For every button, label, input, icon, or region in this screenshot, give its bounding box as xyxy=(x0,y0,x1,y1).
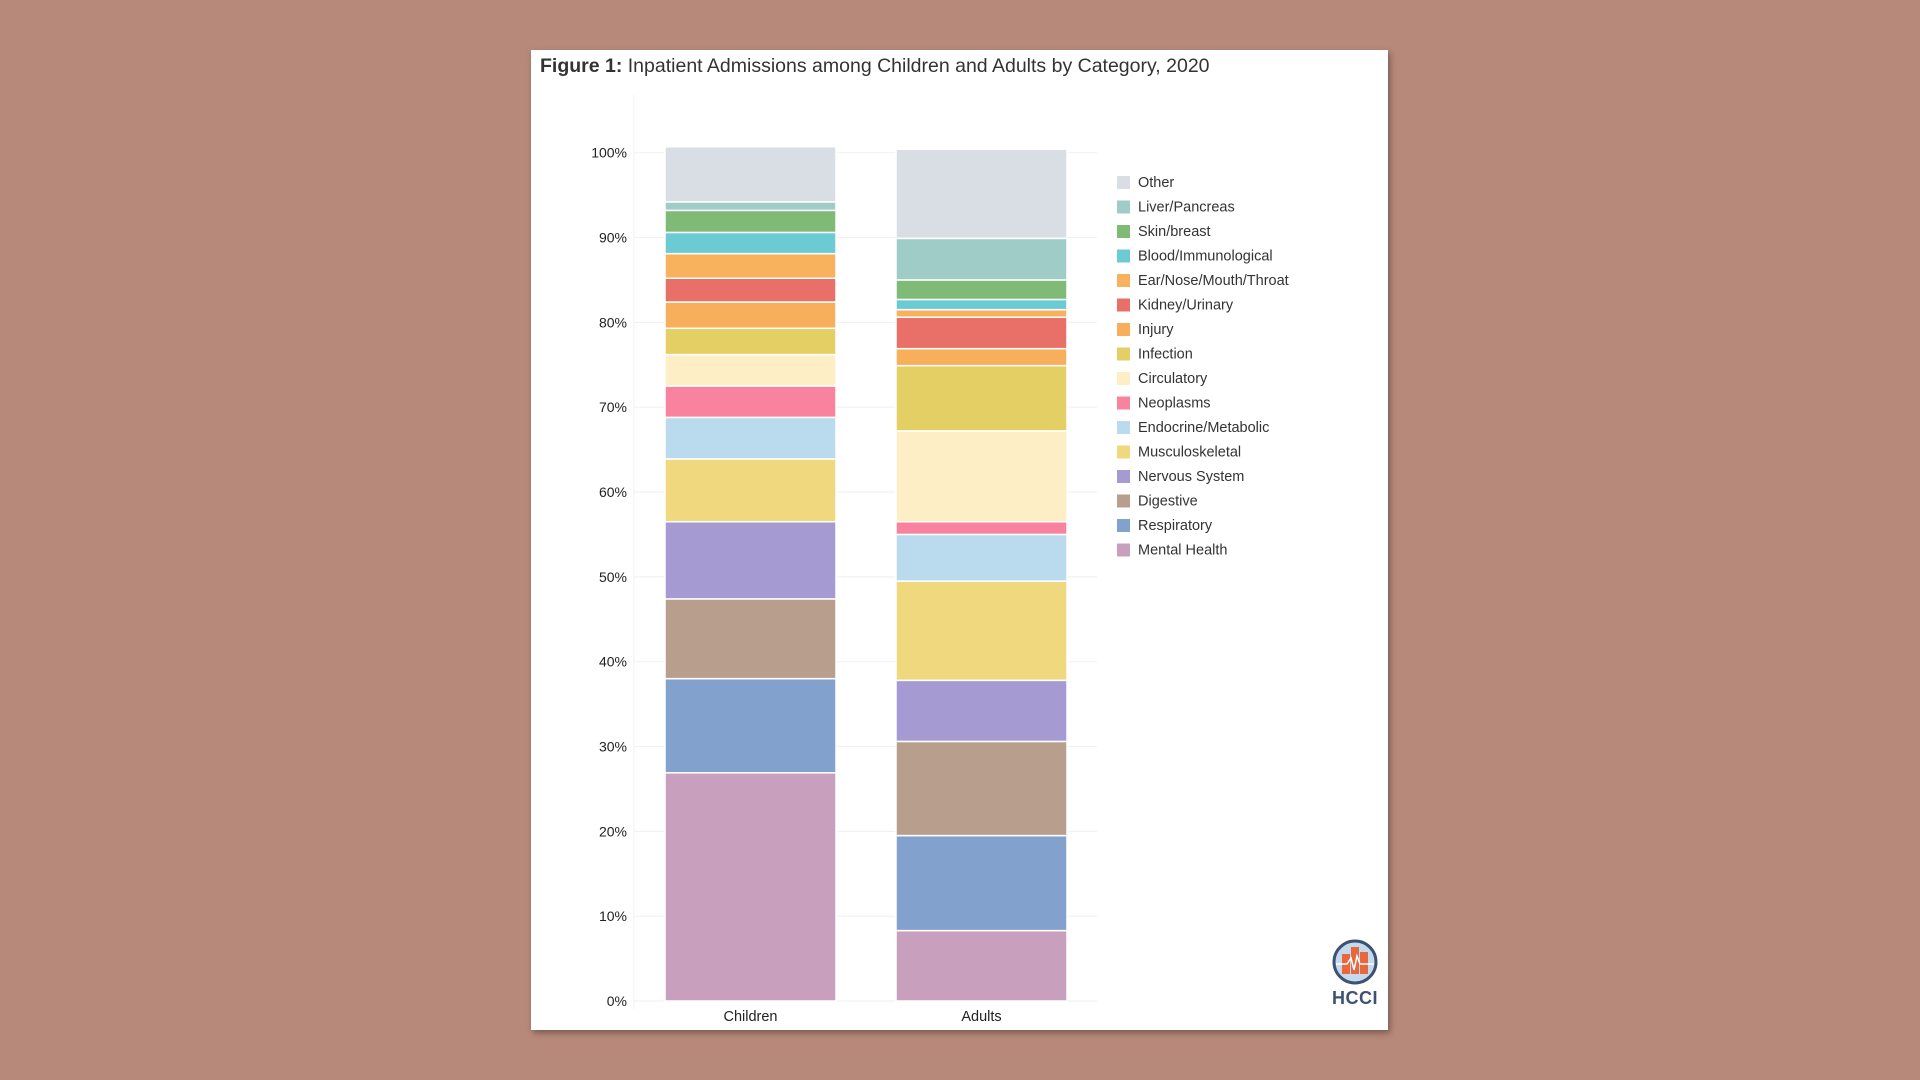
bar-segment-adults-skin-breast xyxy=(895,279,1068,301)
y-tick-label: 40% xyxy=(599,654,627,670)
bar-segment-children-ear-nose-mouth-throat xyxy=(664,252,837,279)
legend-label: Endocrine/Metabolic xyxy=(1138,420,1269,436)
hcci-logo-text: HCCI xyxy=(1332,988,1378,1008)
bar-segment-children-liver-pancreas xyxy=(664,201,837,212)
hcci-logo-icon xyxy=(1332,939,1378,985)
bar-segment-children-endocrine-metabolic xyxy=(664,416,837,460)
bar-segment-children-respiratory xyxy=(664,677,837,774)
figure-card: Figure 1: Inpatient Admissions among Chi… xyxy=(531,50,1388,1030)
y-tick-label: 20% xyxy=(599,823,627,839)
bar-segment-adults-neoplasms xyxy=(895,520,1068,536)
y-tick-label: 90% xyxy=(599,230,627,246)
y-tick-label: 30% xyxy=(599,739,627,755)
y-tick-label: 50% xyxy=(599,569,627,585)
y-tick-label: 100% xyxy=(591,145,627,161)
hcci-logo: HCCI xyxy=(1327,938,1383,1014)
legend-label: Infection xyxy=(1138,347,1193,363)
bar-segment-children-other xyxy=(664,146,837,203)
bar-segment-adults-blood-immunological xyxy=(895,298,1068,311)
legend-swatch xyxy=(1117,421,1130,434)
bar-segment-adults-endocrine-metabolic xyxy=(895,533,1068,582)
bar-segment-children-injury xyxy=(664,301,837,330)
legend-swatch xyxy=(1117,274,1130,287)
legend-label: Kidney/Urinary xyxy=(1138,298,1234,314)
legend-swatch xyxy=(1117,519,1130,532)
bar-segment-children-neoplasms xyxy=(664,385,837,419)
bar-segment-children-infection xyxy=(664,327,837,356)
bar-segment-adults-ear-nose-mouth-throat xyxy=(895,308,1068,319)
legend-swatch xyxy=(1117,543,1130,557)
legend-swatch xyxy=(1117,225,1130,238)
bar-segment-children-kidney-urinary xyxy=(664,277,837,303)
bar-segment-adults-mental-health xyxy=(895,929,1068,1002)
figure-label: Figure 1: xyxy=(540,55,623,77)
legend-swatch xyxy=(1117,396,1130,410)
bar-segment-children-mental-health xyxy=(664,772,837,1002)
legend-label: Mental Health xyxy=(1138,543,1227,559)
legend-swatch xyxy=(1117,176,1130,189)
legend-label: Respiratory xyxy=(1138,518,1213,534)
bar-segment-adults-respiratory xyxy=(895,834,1068,932)
legend-swatch xyxy=(1117,470,1130,483)
legend-label: Blood/Immunological xyxy=(1138,249,1273,265)
bar-segment-adults-digestive xyxy=(895,740,1068,837)
legend-label: Circulatory xyxy=(1138,371,1208,387)
y-tick-label: 80% xyxy=(599,314,627,330)
legend-swatch xyxy=(1117,298,1130,312)
stacked-bar-chart: 0% 10% 20% 30% 40% 50% 60% 70% 80% 90% 100% Childre… xyxy=(591,95,1289,1025)
y-tick-label: 10% xyxy=(599,908,627,924)
legend-label: Digestive xyxy=(1138,494,1198,510)
legend-swatch xyxy=(1117,372,1130,385)
bar-segment-adults-other xyxy=(895,148,1068,240)
bar-segment-children-blood-immunological xyxy=(664,231,837,255)
x-tick-label: Adults xyxy=(961,1009,1001,1025)
legend-label: Skin/breast xyxy=(1138,224,1211,240)
legend-label: Injury xyxy=(1138,322,1174,338)
bar-segment-children-skin-breast xyxy=(664,209,837,234)
bar-segment-adults-kidney-urinary xyxy=(895,316,1068,350)
bar-segment-children-circulatory xyxy=(664,353,837,387)
legend-swatch xyxy=(1117,200,1130,214)
x-tick-label: Children xyxy=(724,1009,778,1025)
bar-segment-adults-liver-pancreas xyxy=(895,237,1068,281)
y-tick-label: 60% xyxy=(599,484,627,500)
bar-segment-adults-circulatory xyxy=(895,430,1068,523)
bar-segment-children-nervous-system xyxy=(664,520,837,600)
legend-swatch xyxy=(1117,347,1130,361)
bar-segment-adults-injury xyxy=(895,347,1068,367)
legend-swatch xyxy=(1117,323,1130,336)
bar-segment-children-digestive xyxy=(664,598,837,680)
bar-segment-adults-nervous-system xyxy=(895,679,1068,743)
legend-label: Nervous System xyxy=(1138,469,1244,485)
legend-label: Other xyxy=(1138,175,1174,191)
legend-label: Musculoskeletal xyxy=(1138,445,1241,461)
bar-segment-adults-musculoskeletal xyxy=(895,580,1068,682)
legend-swatch xyxy=(1117,494,1130,508)
y-tick-label: 0% xyxy=(607,993,627,1009)
figure-title: Figure 1: Inpatient Admissions among Chi… xyxy=(540,55,1210,78)
legend-label: Ear/Nose/Mouth/Throat xyxy=(1138,273,1289,289)
bar-segment-children-musculoskeletal xyxy=(664,458,837,523)
bar-segment-adults-infection xyxy=(895,364,1068,432)
legend-label: Liver/Pancreas xyxy=(1138,200,1235,216)
legend-label: Neoplasms xyxy=(1138,396,1211,412)
legend-swatch xyxy=(1117,249,1130,263)
figure-title-text: Inpatient Admissions among Children and … xyxy=(627,55,1210,77)
legend-swatch xyxy=(1117,445,1130,459)
y-tick-label: 70% xyxy=(599,399,627,415)
